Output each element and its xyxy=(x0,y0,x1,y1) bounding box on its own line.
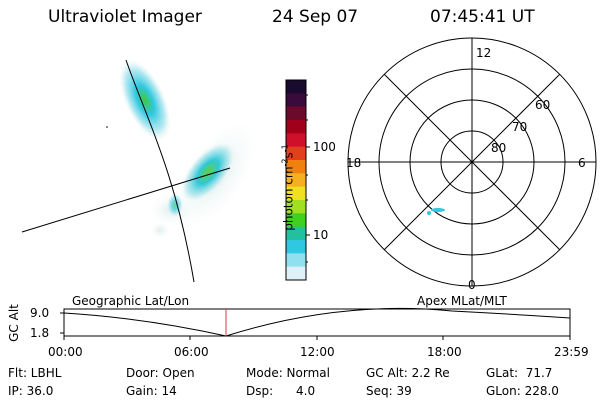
colorbar-segment xyxy=(286,80,306,94)
colorbar-segment xyxy=(286,93,306,108)
date-label: 24 Sep 07 xyxy=(272,7,359,27)
geographic-latlon-label: Geographic Lat/Lon xyxy=(72,294,190,308)
x-tick-1200: 12:00 xyxy=(300,345,335,359)
gain-info: Gain: 14 xyxy=(126,384,177,398)
gc-alt-axis-label: GC Alt xyxy=(7,304,21,342)
filter-info: Flt: LBHL xyxy=(8,366,62,380)
colorbar-segment xyxy=(286,253,306,268)
colorbar-segment xyxy=(286,160,306,174)
apex-mlat-mlt-label: Apex MLat/MLT xyxy=(417,294,507,308)
colorbar-unit-label: photon cm-2s-1 xyxy=(280,144,296,231)
mode-info: Mode: Normal xyxy=(246,366,330,380)
mlt-label-12: 12 xyxy=(476,46,492,60)
dsp-info: Dsp: 4.0 xyxy=(246,384,316,398)
y-tick-1-8: 1.8 xyxy=(30,326,50,340)
colorbar xyxy=(285,79,310,281)
colorbar-segment xyxy=(286,200,306,214)
gc-alt-info: GC Alt: 2.2 Re xyxy=(366,366,450,380)
polar-aurora xyxy=(427,208,445,215)
glat-info: GLat: 71.7 xyxy=(486,366,553,380)
x-tick-1800: 18:00 xyxy=(427,345,462,359)
colorbar-segment xyxy=(286,133,306,148)
colorbar-segment xyxy=(286,266,306,281)
mlt-label-0: 0 xyxy=(468,278,476,292)
colorbar-segment xyxy=(286,173,306,188)
glon-info: GLon: 228.0 xyxy=(486,384,559,398)
lat-label-60: 60 xyxy=(535,98,551,112)
colorbar-segment xyxy=(286,226,306,241)
lat-label-70: 70 xyxy=(512,120,528,134)
aurora-image xyxy=(21,59,259,283)
colorbar-segment xyxy=(286,186,306,201)
door-info: Door: Open xyxy=(126,366,195,380)
colorbar-tick-10: 10 xyxy=(313,228,329,242)
mlt-label-18: 18 xyxy=(346,156,362,170)
seq-info: Seq: 39 xyxy=(366,384,412,398)
instrument-title: Ultraviolet Imager xyxy=(48,7,202,27)
colorbar-tick-100: 100 xyxy=(313,140,336,154)
mlt-label-6: 6 xyxy=(578,156,586,170)
polar-plot xyxy=(347,37,597,287)
colorbar-segment xyxy=(286,240,306,254)
y-tick-9: 9.0 xyxy=(30,306,50,320)
x-tick-2359: 23:59 xyxy=(554,345,589,359)
x-tick-0600: 06:00 xyxy=(174,345,209,359)
colorbar-segment xyxy=(286,106,306,121)
colorbar-segment xyxy=(286,146,306,161)
lat-label-80: 80 xyxy=(491,141,507,155)
ip-info: IP: 36.0 xyxy=(8,384,54,398)
colorbar-segment xyxy=(286,120,306,134)
timeline-plot xyxy=(60,307,571,340)
colorbar-segment xyxy=(286,213,306,228)
x-tick-0000: 00:00 xyxy=(48,345,83,359)
time-label: 07:45:41 UT xyxy=(430,7,535,27)
